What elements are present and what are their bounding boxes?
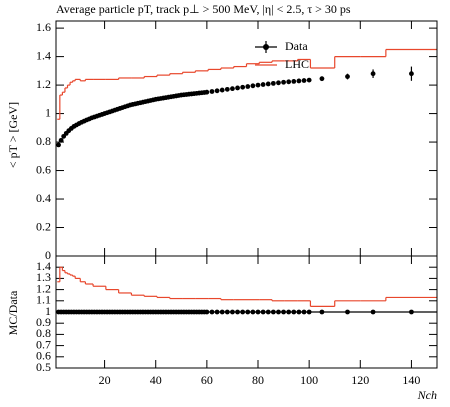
ratio-point [245,309,251,315]
ratio-point [301,309,307,315]
panel-frame [55,255,438,369]
ratio-point [204,309,210,315]
data-point [58,137,64,143]
data-point [235,85,240,91]
x-tick-label: 20 [99,373,111,387]
y-tick-label: 1.4 [36,48,51,62]
ratio-point [224,309,230,315]
y-tick-label: 1.2 [36,281,51,295]
y-tick-label: 0.8 [36,134,51,148]
data-point [306,77,312,83]
ratio-point [214,309,220,315]
y-tick-label: 1.2 [36,77,51,91]
y-tick-label: 0.9 [36,315,51,329]
ratio-point [286,309,292,315]
ratio-point [235,309,240,315]
data-point [219,87,225,93]
data-point [281,79,286,85]
data-point [230,86,235,92]
ratio-point [240,309,246,315]
y-tick-label: 1 [45,304,51,318]
data-point [56,142,61,148]
data-point [265,81,271,87]
data-point [255,82,261,88]
ratio-point [291,309,297,315]
ratio-point [209,309,215,315]
y-tick-label: 0.6 [36,349,51,363]
x-axis-label: Nch [417,388,437,402]
data-point [204,89,210,95]
ratio-point [265,309,271,315]
data-point [319,76,325,82]
y-axis-label: < pT > [GeV] [6,102,20,168]
data-point [224,86,230,92]
ratio-y-axis-label: MC/Data [6,290,20,335]
data-point [240,84,246,90]
y-tick-label: 1.1 [36,293,51,307]
ratio-point [260,309,266,315]
y-tick-label: 0.4 [36,191,51,205]
ratio-point [255,309,261,315]
ratio-point [276,309,281,315]
ratio-point [281,309,286,315]
x-tick-label: 140 [402,373,420,387]
data-point [270,80,276,86]
ratio-point [230,309,235,315]
data-point [296,78,302,84]
legend-label: LHC [285,57,309,71]
x-tick-label: 60 [201,373,213,387]
ratio-point [296,309,302,315]
data-point [276,80,281,86]
y-tick-label: 0.5 [36,360,51,374]
x-tick-label: 40 [150,373,162,387]
ratio-point [270,309,276,315]
ratio-point [319,309,325,315]
y-tick-label: 0.2 [36,219,51,233]
data-point [286,79,292,85]
data-point [260,82,266,87]
x-tick-label: 120 [351,373,369,387]
data-point [291,78,297,84]
y-tick-label: 0.8 [36,326,51,340]
ratio-point [370,309,376,315]
y-tick-label: 1.3 [36,270,51,284]
y-tick-label: 0 [45,248,51,262]
ratio-point [345,309,350,315]
legend-swatch [263,44,269,50]
ratio-point [306,309,312,315]
x-tick-label: 100 [300,373,318,387]
ratio-point [219,309,225,315]
y-tick-label: 1.4 [36,259,51,273]
data-point [245,84,251,89]
y-tick-label: 0.7 [36,337,51,351]
data-point [214,88,220,94]
data-point [370,71,376,77]
data-point [301,78,307,83]
x-tick-label: 80 [252,373,264,387]
chart-title: Average particle pT, track p⊥ > 500 MeV,… [56,2,351,16]
data-point [345,74,350,79]
ratio-point [250,309,256,315]
y-tick-label: 0.6 [36,162,51,176]
data-point [209,89,215,94]
y-tick-label: 1 [45,105,51,119]
legend-label: Data [285,39,308,53]
ratio-point [409,309,414,315]
data-point [409,71,414,77]
y-tick-label: 1.6 [36,20,51,34]
data-point [250,83,256,89]
